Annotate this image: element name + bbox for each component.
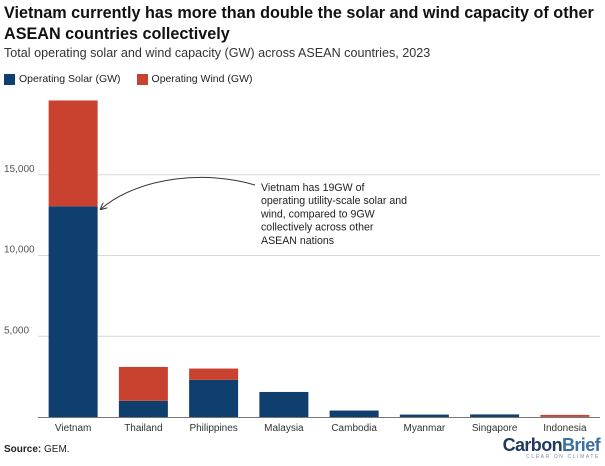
brand-name-part1: Carbon — [502, 435, 563, 455]
bar-indonesia-wind — [540, 414, 590, 417]
annotation-line: ASEAN nations — [261, 235, 334, 247]
bars — [48, 100, 590, 418]
brand-tagline: CLEAR ON CLIMATE — [526, 454, 600, 460]
annotation-line: wind, compared to 9GW — [260, 208, 375, 220]
x-tick-label-cambodia: Cambodia — [331, 423, 377, 434]
source-note: Source: GEM. — [4, 444, 70, 455]
bar-philippines-solar — [189, 379, 239, 417]
x-tick-label-indonesia: Indonesia — [543, 423, 587, 434]
y-tick-label: 5,000 — [4, 325, 29, 336]
bar-thailand-solar — [118, 400, 168, 417]
legend-label-solar: Operating Solar (GW) — [19, 73, 121, 85]
y-tick-label: 10,000 — [4, 245, 35, 256]
x-tick-label-myanmar: Myanmar — [404, 423, 446, 434]
bar-vietnam-wind — [48, 100, 98, 207]
bar-thailand-wind — [118, 366, 168, 401]
brand-name: CarbonBrief — [502, 435, 601, 455]
annotation-line: collectively across other — [261, 222, 374, 234]
legend-swatch-wind — [136, 73, 148, 85]
annotation-line: Vietnam has 19GW of — [261, 182, 364, 194]
legend: Operating Solar (GW) Operating Wind (GW) — [4, 72, 268, 86]
x-tick-label-singapore: Singapore — [472, 423, 518, 434]
x-tick-label-philippines: Philippines — [189, 423, 237, 434]
annotation-line: operating utility-scale solar and — [261, 195, 407, 207]
y-tick-label: 15,000 — [4, 164, 35, 175]
chart-title: Vietnam currently has more than double t… — [4, 4, 594, 43]
bar-vietnam-solar — [48, 206, 98, 417]
x-tick-label-vietnam: Vietnam — [55, 423, 92, 434]
brand-name-part2: Brief — [561, 435, 601, 455]
source-text: GEM. — [41, 444, 70, 455]
axes: 5,000 10,000 15,000 Vietnam Thailand Philippi… — [4, 164, 600, 434]
legend-label-wind: Operating Wind (GW) — [151, 73, 253, 85]
source-label: Source: — [4, 444, 42, 455]
legend-item-wind: Operating Wind (GW) — [136, 73, 253, 85]
chart-subtitle: Total operating solar and wind capacity … — [4, 46, 431, 60]
bar-malaysia-solar — [259, 391, 309, 417]
bar-myanmar-solar — [399, 414, 449, 417]
bar-singapore-solar — [470, 414, 520, 417]
x-tick-label-thailand: Thailand — [124, 423, 162, 434]
annotation-arrow — [101, 176, 256, 209]
bar-cambodia-solar — [329, 410, 379, 417]
legend-swatch-solar — [4, 73, 15, 85]
legend-item-solar: Operating Solar (GW) — [4, 73, 121, 85]
brand-logo: CarbonBrief CLEAR ON CLIMATE — [502, 435, 601, 460]
gridlines — [38, 174, 600, 337]
bar-philippines-wind — [189, 368, 239, 380]
x-tick-label-malaysia: Malaysia — [264, 423, 304, 434]
